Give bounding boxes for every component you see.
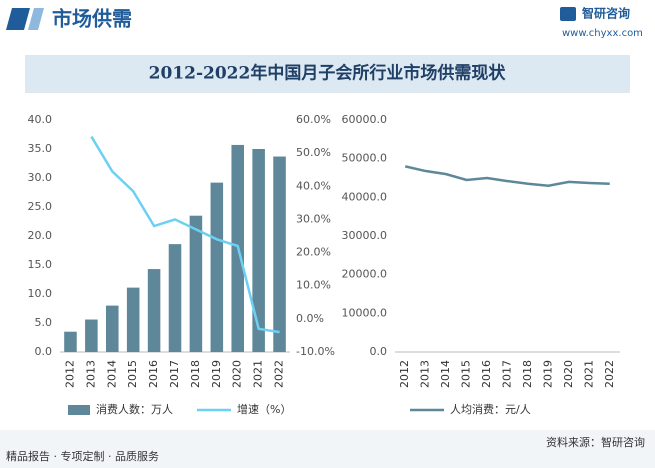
y2-tick-label: 20.0%	[296, 246, 331, 259]
header-icon	[28, 8, 44, 30]
x-tick-label: 2013	[419, 360, 432, 388]
y-tick-label: 15.0	[28, 258, 53, 271]
x-tick-label: 2018	[521, 360, 534, 388]
legend-label: 消费人数：万人	[96, 402, 173, 416]
footer-source: 资料来源：智研咨询	[546, 435, 645, 449]
x-tick-label: 2019	[210, 360, 223, 388]
y2-tick-label: 30.0%	[296, 212, 331, 225]
x-tick-label: 2017	[168, 360, 181, 388]
y-tick-label: 30.0	[28, 171, 53, 184]
bar	[168, 244, 182, 352]
x-tick-label: 2016	[147, 360, 160, 388]
y-tick-label: 20.0	[28, 229, 53, 242]
bar	[252, 149, 265, 352]
bar	[126, 287, 140, 352]
bar	[64, 331, 77, 352]
header-icon	[6, 8, 30, 30]
y-tick-label: 30000.0	[342, 229, 388, 242]
y-tick-label: 0.0	[35, 345, 53, 358]
x-tick-label: 2020	[231, 360, 244, 388]
legend-label: 增速（%）	[237, 402, 291, 416]
brand-logo	[560, 7, 576, 21]
line	[90, 135, 280, 334]
footer-left: 精品报告 · 专项定制 · 品质服务	[6, 449, 159, 463]
y-tick-label: 40.0	[28, 113, 53, 126]
bar	[85, 319, 98, 352]
bar	[210, 182, 224, 352]
x-tick-label: 2019	[541, 360, 554, 388]
x-tick-label: 2020	[562, 360, 575, 388]
bar	[273, 156, 286, 352]
brand-name: 智研咨询	[581, 6, 630, 21]
y2-tick-label: -10.0%	[296, 345, 335, 358]
y-tick-label: 0.0	[370, 345, 388, 358]
y2-tick-label: 40.0%	[296, 179, 331, 192]
y2-tick-label: 50.0%	[296, 146, 331, 159]
line	[404, 165, 610, 187]
y-tick-label: 10000.0	[342, 306, 388, 319]
header-bg	[0, 0, 655, 44]
x-tick-label: 2022	[273, 360, 286, 388]
title-bg	[25, 55, 630, 93]
x-tick-label: 2022	[603, 360, 616, 388]
x-tick-label: 2016	[480, 360, 493, 388]
x-tick-label: 2012	[63, 360, 76, 388]
x-tick-label: 2015	[460, 360, 473, 388]
header-title: 市场供需	[52, 7, 132, 31]
x-tick-label: 2021	[582, 360, 595, 388]
y-tick-label: 5.0	[35, 316, 53, 329]
legend-label: 人均消费：元/人	[450, 402, 531, 416]
x-tick-label: 2013	[84, 360, 97, 388]
main-title: 2012-2022年中国月子会所行业市场供需现状	[149, 63, 507, 84]
y-tick-label: 35.0	[28, 142, 53, 155]
y-tick-label: 60000.0	[342, 113, 388, 126]
bar	[147, 269, 161, 352]
x-tick-label: 2021	[252, 360, 265, 388]
x-tick-label: 2017	[501, 360, 514, 388]
legend-swatch	[68, 405, 90, 415]
x-tick-label: 2018	[189, 360, 202, 388]
x-tick-label: 2014	[439, 360, 452, 388]
x-tick-label: 2012	[398, 360, 411, 388]
y2-tick-label: 10.0%	[296, 279, 331, 292]
footer-bg	[0, 430, 655, 468]
y2-tick-label: 60.0%	[296, 113, 331, 126]
x-tick-label: 2014	[105, 360, 118, 388]
y-tick-label: 10.0	[28, 287, 53, 300]
bar	[189, 215, 203, 352]
bar	[106, 305, 119, 352]
y-tick-label: 50000.0	[342, 152, 388, 165]
x-tick-label: 2015	[126, 360, 139, 388]
y2-tick-label: 0.0%	[296, 312, 324, 325]
y-tick-label: 40000.0	[342, 190, 388, 203]
y-tick-label: 20000.0	[342, 268, 388, 281]
brand-url: www.chyxx.com	[562, 28, 643, 39]
y-tick-label: 25.0	[28, 200, 53, 213]
